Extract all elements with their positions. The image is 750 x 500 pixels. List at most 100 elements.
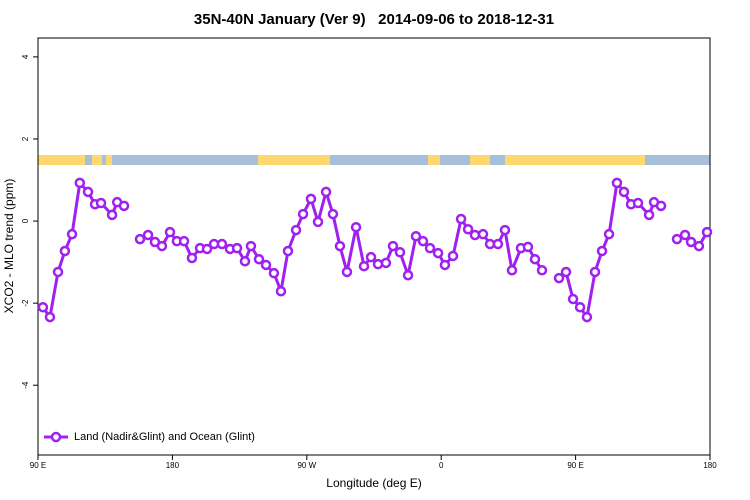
x-tick-label: 90 E: [30, 461, 46, 470]
data-point: [432, 247, 444, 259]
data-point: [679, 229, 691, 241]
data-point: [275, 285, 287, 297]
data-point: [618, 186, 630, 198]
data-point: [305, 193, 317, 205]
data-point: [424, 242, 436, 254]
data-point: [106, 209, 118, 221]
y-tick-label: 2: [21, 136, 30, 141]
data-point: [455, 213, 467, 225]
y-tick-label: 0: [21, 218, 30, 223]
data-point: [201, 243, 213, 255]
x-tick-label: 90 W: [297, 461, 316, 470]
data-point: [358, 260, 370, 272]
data-point: [387, 240, 399, 252]
data-point: [156, 240, 168, 252]
data-point: [334, 240, 346, 252]
y-tick-label: -4: [21, 381, 30, 389]
data-point: [529, 253, 541, 265]
data-point: [66, 228, 78, 240]
data-point: [341, 266, 353, 278]
data-point: [560, 266, 572, 278]
data-point: [320, 186, 332, 198]
data-point: [632, 197, 644, 209]
data-point: [693, 240, 705, 252]
data-point: [231, 242, 243, 254]
data-point: [417, 235, 429, 247]
data-point: [469, 229, 481, 241]
data-point: [134, 233, 146, 245]
data-point: [245, 240, 257, 252]
land-band: [258, 155, 330, 165]
land-band: [428, 155, 440, 165]
land-band: [470, 155, 490, 165]
data-point: [596, 245, 608, 257]
data-point: [447, 250, 459, 262]
data-point: [59, 245, 71, 257]
data-line: [41, 179, 125, 321]
data-point: [492, 238, 504, 250]
land-band: [106, 155, 112, 165]
data-point: [216, 238, 228, 250]
x-tick-label: 90 E: [567, 461, 583, 470]
data-point: [380, 257, 392, 269]
y-axis-label: XCO2 - MLO trend (ppm): [2, 179, 16, 314]
data-point: [253, 253, 265, 265]
data-point: [268, 267, 280, 279]
data-point: [536, 265, 548, 276]
data-point: [327, 208, 339, 220]
data-point: [297, 208, 309, 220]
data-point: [499, 224, 511, 236]
data-point: [567, 293, 579, 305]
data-point: [312, 216, 324, 228]
plot-frame: [37, 37, 711, 456]
data-point: [95, 197, 107, 209]
x-tick-label: 180: [703, 461, 717, 470]
data-point: [506, 265, 518, 276]
data-point: [603, 228, 615, 240]
data-point: [37, 301, 49, 313]
data-point: [581, 311, 593, 323]
data-point: [685, 236, 697, 248]
legend-marker: [50, 431, 62, 443]
data-point: [394, 246, 406, 258]
data-point: [611, 177, 623, 189]
data-point: [462, 224, 474, 235]
x-axis-label: Longitude (deg E): [326, 476, 421, 490]
data-point: [574, 301, 586, 313]
data-point: [74, 177, 86, 189]
data-point: [589, 266, 601, 278]
y-tick-label: 4: [21, 54, 30, 59]
data-point: [372, 258, 384, 270]
ocean-band: [38, 155, 710, 165]
data-point: [282, 245, 294, 257]
data-point: [44, 311, 56, 323]
data-point: [186, 252, 198, 264]
y-tick-label: -2: [21, 299, 30, 307]
data-point: [439, 259, 451, 271]
data-point: [52, 266, 64, 278]
data-point: [655, 200, 667, 212]
data-point: [350, 221, 362, 233]
data-point: [522, 241, 534, 253]
data-point: [701, 226, 713, 238]
data-point: [260, 259, 272, 271]
data-point: [239, 256, 251, 267]
data-point: [290, 224, 302, 236]
data-point: [142, 229, 154, 241]
land-band: [505, 155, 645, 165]
data-point: [671, 233, 683, 245]
data-point: [402, 269, 414, 281]
data-point: [553, 272, 565, 284]
land-band: [38, 155, 85, 165]
data-point: [118, 200, 130, 212]
legend-label: Land (Nadir&Glint) and Ocean (Glint): [74, 431, 255, 443]
data-point: [643, 209, 655, 221]
data-point: [178, 235, 190, 247]
data-point: [410, 230, 422, 242]
data-point: [365, 251, 377, 263]
land-band: [92, 155, 102, 165]
x-tick-label: 0: [439, 461, 444, 470]
x-tick-label: 180: [166, 461, 180, 470]
data-point: [477, 228, 489, 240]
